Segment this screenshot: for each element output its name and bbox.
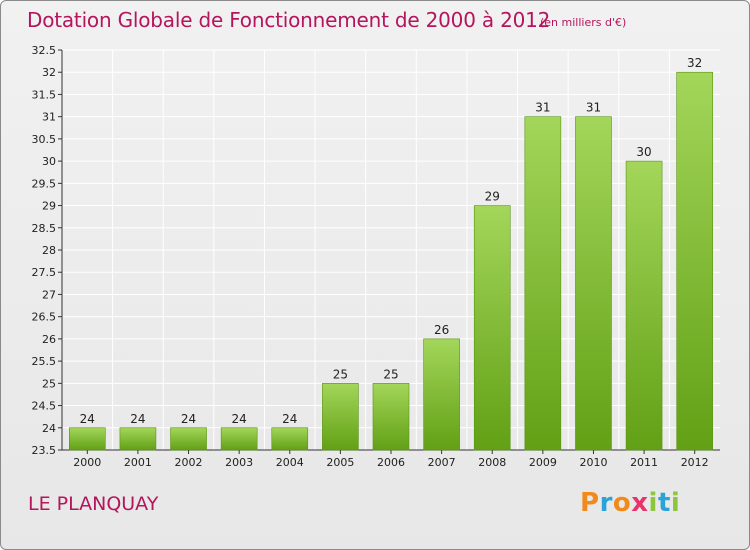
x-tick-label: 2012	[681, 456, 709, 469]
bar-2008	[473, 205, 511, 451]
y-tick-label: 29	[42, 200, 56, 213]
data-label-2006: 25	[383, 367, 398, 381]
y-tick-label: 28.5	[32, 222, 57, 235]
data-label-2000: 24	[80, 412, 95, 426]
data-label-2010: 31	[586, 101, 601, 115]
data-label-2008: 29	[485, 190, 500, 204]
y-tick-label: 24.5	[32, 400, 57, 413]
y-tick-label: 26	[42, 333, 56, 346]
x-tick-label: 2008	[478, 456, 506, 469]
data-label-2001: 24	[130, 412, 145, 426]
y-tick-label: 30.5	[32, 133, 57, 146]
bar-2002	[170, 427, 207, 451]
y-tick-label: 23.5	[32, 444, 57, 457]
y-tick-label: 28	[42, 244, 56, 257]
logo-letter: t	[657, 488, 671, 518]
logo-letter: x	[631, 488, 649, 518]
logo-letter: o	[612, 488, 632, 518]
chart-unit: (en milliers d'€)	[540, 16, 627, 29]
y-tick-label: 25.5	[32, 355, 57, 368]
data-label-2003: 24	[232, 412, 247, 426]
data-label-2002: 24	[181, 412, 196, 426]
bars	[69, 71, 713, 451]
data-label-2011: 30	[636, 145, 651, 159]
x-tick-label: 2006	[377, 456, 405, 469]
logo-letter: i	[670, 488, 681, 518]
x-tick-label: 2004	[276, 456, 304, 469]
proxiti-logo: Proxiti	[580, 488, 680, 518]
y-tick-label: 26.5	[32, 311, 57, 324]
y-tick-label: 24	[42, 422, 56, 435]
x-tick-labels: 2000 2001 2002 2003 2004 2005 2006 2007 2008 2009…	[73, 456, 708, 469]
bar-2012	[676, 71, 713, 451]
x-tick-label: 2007	[428, 456, 456, 469]
y-tick-label: 27	[42, 288, 56, 301]
data-labels: 24 24 24 24 24 25 25 26 29 31 31 30 32	[80, 56, 703, 426]
bar-2001	[119, 427, 157, 451]
data-label-2005: 25	[333, 367, 348, 381]
y-tick-label: 30	[42, 155, 56, 168]
bar-2010	[575, 116, 612, 451]
y-tick-label: 29.5	[32, 177, 57, 190]
y-tick-labels: 23.5 24 24.5 25 25.5 26 26.5 27 27.5 28 28.5 29 29.5…	[32, 44, 57, 457]
y-tick-label: 32.5	[32, 44, 57, 57]
bar-2004	[271, 427, 309, 451]
x-tick-label: 2003	[225, 456, 253, 469]
bar-2009	[524, 116, 562, 451]
bar-2000	[69, 427, 106, 451]
bar-2005	[322, 383, 359, 451]
x-tick-label: 2002	[175, 456, 203, 469]
bar-2011	[625, 160, 663, 451]
y-tick-label: 27.5	[32, 266, 57, 279]
bar-2003	[220, 427, 258, 451]
x-tick-label: 2009	[529, 456, 557, 469]
x-tick-label: 2005	[326, 456, 354, 469]
data-label-2012: 32	[687, 56, 702, 70]
x-tick-label: 2000	[73, 456, 101, 469]
bar-2007	[423, 338, 460, 451]
data-label-2007: 26	[434, 323, 449, 337]
x-tick-label: 2011	[630, 456, 658, 469]
logo-letter: i	[648, 488, 658, 518]
logo-letter: r	[599, 488, 613, 518]
data-label-2004: 24	[282, 412, 297, 426]
y-tick-label: 25	[42, 377, 56, 390]
town-name: LE PLANQUAY	[28, 493, 159, 515]
chart-title: Dotation Globale de Fonctionnement de 20…	[27, 8, 551, 32]
logo-letter: P	[580, 488, 600, 518]
y-tick-label: 31.5	[32, 88, 57, 101]
data-label-2009: 31	[535, 101, 550, 115]
bar-2006	[372, 383, 410, 451]
x-tick-label: 2010	[579, 456, 607, 469]
y-tick-label: 31	[42, 111, 56, 124]
x-tick-label: 2001	[124, 456, 152, 469]
y-tick-label: 32	[42, 66, 56, 79]
